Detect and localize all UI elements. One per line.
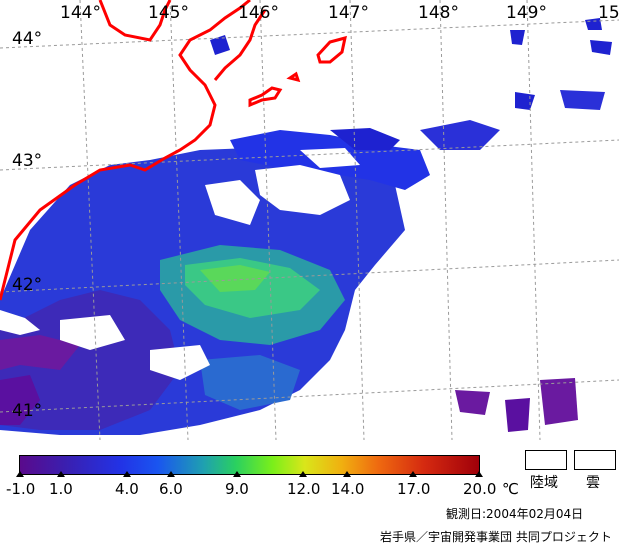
lon-label-147: 147° [328,3,369,23]
colorbar-label: 20.0 [463,480,497,498]
lon-label-148: 148° [418,3,459,23]
lon-label-144: 144° [60,3,101,23]
colorbar-tick [16,471,24,477]
sea-surface-temperature-map: 144° 145° 146° 147° 148° 149° 15 44° 43°… [0,0,619,440]
colorbar-tick [475,471,483,477]
colorbar-tick [167,471,175,477]
colorbar-label: 4.0 [115,480,139,498]
lat-labels: 44° 43° 42° 41° [12,29,42,421]
colorbar-tick [233,471,241,477]
colorbar-label: 6.0 [159,480,183,498]
lat-label-43: 43° [12,151,42,171]
colorbar-label: 9.0 [225,480,249,498]
sst-field [0,18,612,435]
lon-label-146: 146° [238,3,279,23]
colorbar-label: 14.0 [331,480,365,498]
lat-label-41: 41° [12,401,42,421]
lon-labels: 144° 145° 146° 147° 148° 149° 15 [60,3,619,23]
lon-label-145: 145° [148,3,189,23]
lon-label-149: 149° [506,3,547,23]
colorbar-label: 1.0 [49,480,73,498]
observation-date: 観測日:2004年02月04日 [446,507,584,521]
lon-label-150: 15 [598,3,619,23]
land-legend-label: 陸域 [530,475,558,491]
colorbar-label: -1.0 [6,480,36,498]
colorbar-tick [123,471,131,477]
cloud-legend-swatch [574,450,616,470]
colorbar-label: 12.0 [287,480,321,498]
credit-line: 岩手県／宇宙開発事業団 共同プロジェクト [380,530,612,544]
colorbar-tick [57,471,65,477]
colorbar-tick [299,471,307,477]
colorbar-tick [409,471,417,477]
colorbar-tick [343,471,351,477]
colorbar-label: 17.0 [397,480,431,498]
cloud-legend-label: 雲 [586,475,600,491]
land-legend-swatch [525,450,567,470]
lat-label-42: 42° [12,275,42,295]
graticule [0,0,619,440]
colorbar-unit: ℃ [502,480,519,498]
lat-label-44: 44° [12,29,42,49]
temperature-colorbar [19,455,480,475]
coastline [0,0,347,301]
